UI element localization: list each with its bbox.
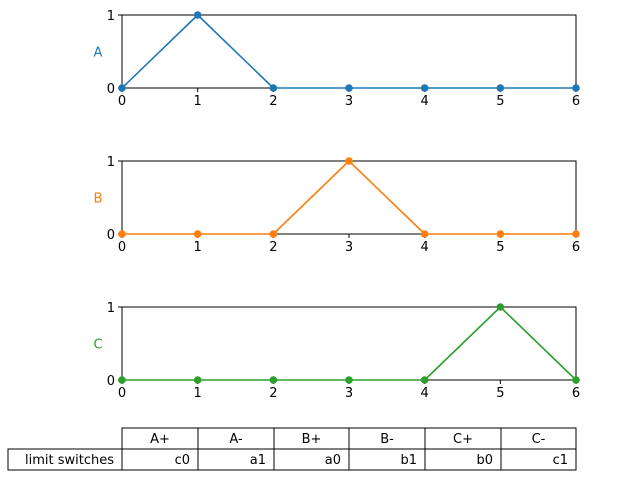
y-tick-label: 0 (107, 82, 115, 97)
data-point (269, 376, 278, 384)
data-point (193, 230, 202, 238)
table-column-header: B- (380, 432, 394, 447)
x-tick-label: 3 (345, 94, 353, 109)
table-cell-value: c0 (175, 453, 190, 468)
series-line-B (122, 160, 576, 235)
data-point (572, 376, 580, 384)
subplot-2: 0 1 2 3 4 5 6 0 1 B (94, 155, 581, 255)
x-tick-label: 3 (345, 240, 353, 255)
data-point (496, 230, 505, 238)
table-column-header: A- (229, 432, 243, 447)
table-column-header: C- (532, 432, 546, 447)
y-axis-label: B (94, 192, 103, 207)
x-tick-label: 0 (118, 386, 126, 401)
data-point (345, 157, 353, 165)
y-axis-label: A (94, 46, 103, 61)
x-tick-label: 5 (496, 240, 504, 255)
x-tick-label: 1 (194, 94, 202, 109)
x-tick-label: 4 (421, 240, 429, 255)
data-point (420, 84, 429, 92)
data-point (420, 376, 429, 384)
x-tick-label: 3 (345, 386, 353, 401)
x-tick-label: 0 (118, 240, 126, 255)
data-point (269, 230, 278, 238)
subplot-3: 0 1 2 3 4 5 6 0 1 C (93, 301, 580, 401)
x-tick-label: 5 (496, 386, 504, 401)
table-cell-value: c1 (553, 453, 568, 468)
table-column-header: A+ (150, 432, 170, 447)
data-point (572, 230, 580, 238)
series-line-C (122, 306, 577, 381)
data-point (269, 84, 278, 92)
data-point (193, 376, 202, 384)
y-tick-label: 0 (107, 228, 115, 243)
y-tick-label: 1 (107, 155, 115, 170)
y-tick-label: 1 (107, 301, 115, 316)
x-tick-label: 2 (269, 386, 277, 401)
x-tick-label: 1 (194, 386, 202, 401)
data-point (496, 303, 505, 311)
data-point (118, 230, 126, 238)
x-tick-label: 4 (421, 94, 429, 109)
table-cell-value: b1 (400, 453, 417, 468)
data-point (572, 84, 580, 92)
data-point (496, 84, 505, 92)
x-tick-label: 1 (194, 240, 202, 255)
axes-frame (121, 14, 577, 89)
table-cell-value: a0 (325, 453, 341, 468)
x-tick-label: 5 (496, 94, 504, 109)
table-row-label: limit switches (25, 453, 114, 468)
table-cell-value: b0 (476, 453, 493, 468)
x-tick-label: 6 (572, 386, 580, 401)
table-cell (500, 448, 577, 471)
axes-frame (121, 306, 577, 381)
data-point (118, 376, 126, 384)
axes-frame (121, 160, 577, 235)
table-column-header: C+ (453, 432, 473, 447)
x-tick-label: 6 (572, 240, 580, 255)
table-cell-value: a1 (250, 453, 266, 468)
x-tick-label: 2 (269, 94, 277, 109)
data-point (193, 11, 202, 19)
y-tick-label: 0 (107, 374, 115, 389)
series-line-A (121, 14, 576, 89)
subplot-1: 0 1 2 3 4 5 6 0 1 A (94, 9, 581, 109)
x-tick-label: 4 (421, 386, 429, 401)
data-point (420, 230, 429, 238)
x-tick-label: 6 (572, 94, 580, 109)
y-axis-label: C (93, 338, 102, 353)
y-tick-label: 1 (107, 9, 115, 24)
data-point (118, 84, 126, 92)
data-point (345, 376, 353, 384)
data-point (345, 84, 353, 92)
x-tick-label: 2 (269, 240, 277, 255)
table-column-header: B+ (302, 432, 322, 447)
limit-switch-table: A+ A- B+ B- C+ C-limit switches c0 a1 a0 b1 b0 c1 (7, 427, 577, 471)
x-tick-label: 0 (118, 94, 126, 109)
